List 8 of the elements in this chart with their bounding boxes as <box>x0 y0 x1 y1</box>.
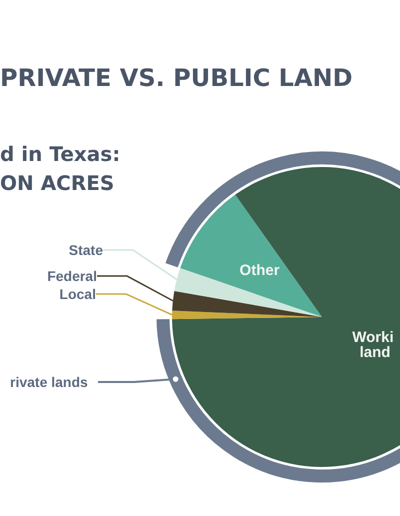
slice-label: Other <box>240 262 280 279</box>
slice-label: State <box>68 242 104 258</box>
chart-subtitle: d in Texas: ON ACRES <box>0 141 120 197</box>
slice-label: Local <box>59 286 96 302</box>
slice-label: Federal <box>47 268 97 284</box>
text: rivate lands <box>10 374 88 390</box>
slice-label: Worki land <box>352 329 398 361</box>
chart-title: PRIVATE VS. PUBLIC LAND <box>0 64 353 92</box>
